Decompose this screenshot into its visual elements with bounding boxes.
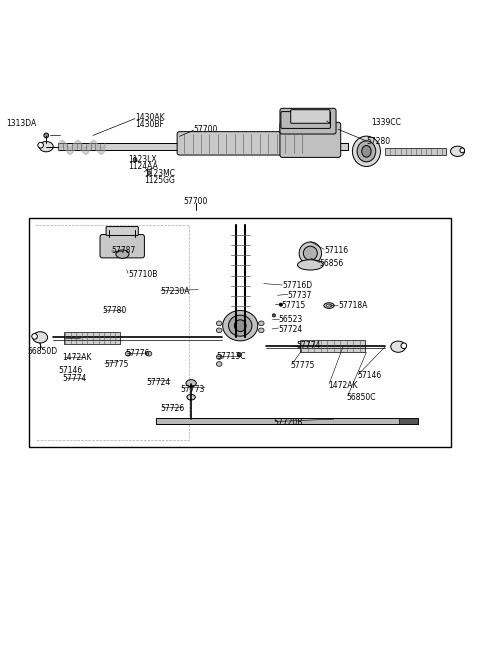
Text: 57700: 57700 <box>184 197 208 206</box>
Ellipse shape <box>326 304 332 307</box>
Ellipse shape <box>272 314 276 317</box>
Ellipse shape <box>460 148 465 153</box>
Ellipse shape <box>352 136 381 167</box>
Text: 57280: 57280 <box>366 136 391 146</box>
Ellipse shape <box>216 355 222 359</box>
Ellipse shape <box>44 133 48 138</box>
Ellipse shape <box>357 141 376 162</box>
Text: 57776: 57776 <box>126 349 150 358</box>
Ellipse shape <box>133 157 137 162</box>
Text: 57715: 57715 <box>281 300 306 310</box>
Ellipse shape <box>324 303 334 308</box>
Text: 57718A: 57718A <box>338 300 368 310</box>
Text: 56856: 56856 <box>320 260 344 268</box>
FancyBboxPatch shape <box>281 112 330 129</box>
Text: 57700: 57700 <box>193 125 218 134</box>
Ellipse shape <box>303 246 317 260</box>
Text: 56850C: 56850C <box>347 393 376 401</box>
Text: 1123LX: 1123LX <box>128 155 156 164</box>
Text: 57716D: 57716D <box>282 281 312 291</box>
Ellipse shape <box>279 303 283 306</box>
Polygon shape <box>399 418 418 424</box>
Text: 1430AK: 1430AK <box>135 113 165 122</box>
Polygon shape <box>385 148 446 155</box>
Ellipse shape <box>325 118 328 122</box>
Polygon shape <box>58 144 348 150</box>
Text: 1339CC: 1339CC <box>371 118 401 127</box>
Text: 57116: 57116 <box>324 247 348 255</box>
FancyBboxPatch shape <box>280 108 336 134</box>
Ellipse shape <box>148 171 150 174</box>
Text: 57726: 57726 <box>161 404 185 413</box>
Text: 57774: 57774 <box>62 374 87 383</box>
Ellipse shape <box>298 260 323 270</box>
Text: 57724: 57724 <box>278 325 303 334</box>
Ellipse shape <box>258 328 264 333</box>
Ellipse shape <box>299 242 322 264</box>
Text: 57775: 57775 <box>291 361 315 370</box>
Ellipse shape <box>258 321 264 325</box>
Ellipse shape <box>187 394 195 400</box>
Text: 57146: 57146 <box>58 365 82 375</box>
Text: 1430BF: 1430BF <box>135 120 164 129</box>
Text: 56850D: 56850D <box>27 347 58 356</box>
Text: 57773: 57773 <box>180 385 205 394</box>
Text: 57787: 57787 <box>112 247 136 255</box>
Ellipse shape <box>116 250 129 258</box>
Text: 1313DA: 1313DA <box>7 119 37 128</box>
Text: 1124AA: 1124AA <box>128 162 158 171</box>
Text: 57780: 57780 <box>102 306 127 315</box>
Ellipse shape <box>401 343 407 348</box>
Text: 1125GG: 1125GG <box>144 176 175 185</box>
Ellipse shape <box>216 361 222 366</box>
Ellipse shape <box>234 320 246 331</box>
Ellipse shape <box>228 315 252 336</box>
FancyBboxPatch shape <box>177 132 331 155</box>
Polygon shape <box>29 218 451 447</box>
FancyBboxPatch shape <box>106 226 138 236</box>
Ellipse shape <box>33 332 48 343</box>
Ellipse shape <box>391 341 406 352</box>
Text: 57146: 57146 <box>357 371 381 380</box>
Ellipse shape <box>216 328 222 333</box>
Ellipse shape <box>125 352 131 356</box>
Text: 57774: 57774 <box>296 341 321 350</box>
Text: 57710B: 57710B <box>128 270 157 279</box>
Text: 57737: 57737 <box>287 291 312 300</box>
Text: 57713C: 57713C <box>216 352 245 361</box>
Polygon shape <box>156 418 418 424</box>
Text: 56523: 56523 <box>278 315 303 324</box>
Ellipse shape <box>362 146 371 157</box>
Text: 57775: 57775 <box>105 360 129 369</box>
Ellipse shape <box>223 310 258 341</box>
Ellipse shape <box>451 146 465 156</box>
Ellipse shape <box>146 352 152 356</box>
FancyBboxPatch shape <box>100 234 144 258</box>
Text: 57724: 57724 <box>147 379 171 387</box>
Ellipse shape <box>186 380 196 386</box>
Polygon shape <box>63 332 120 344</box>
Text: 1472AK: 1472AK <box>328 380 358 390</box>
Ellipse shape <box>38 142 43 148</box>
Text: 1123MC: 1123MC <box>144 169 175 178</box>
FancyBboxPatch shape <box>291 110 330 123</box>
Ellipse shape <box>32 334 37 339</box>
Ellipse shape <box>39 142 53 152</box>
Ellipse shape <box>237 352 241 357</box>
Ellipse shape <box>216 321 222 325</box>
Text: 57230A: 57230A <box>161 287 190 296</box>
FancyBboxPatch shape <box>280 122 341 157</box>
Polygon shape <box>300 340 365 352</box>
Text: 1472AK: 1472AK <box>62 353 92 362</box>
Text: 57720B: 57720B <box>273 418 302 427</box>
